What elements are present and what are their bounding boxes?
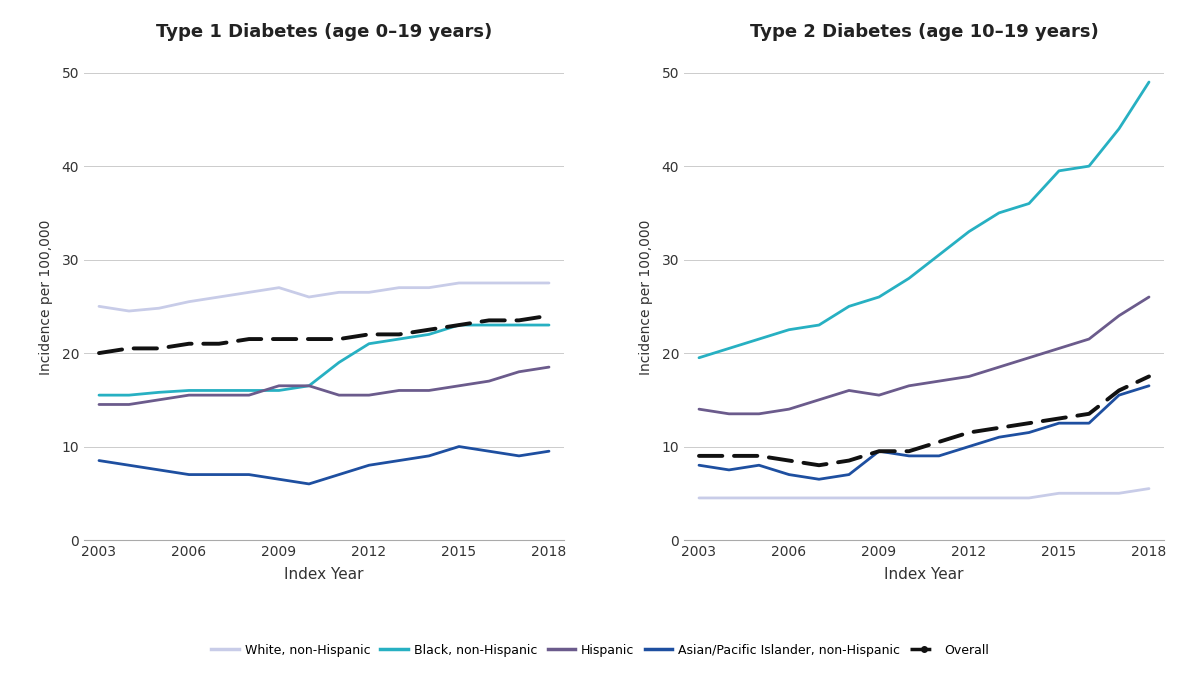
Title: Type 1 Diabetes (age 0–19 years): Type 1 Diabetes (age 0–19 years) [156, 24, 492, 41]
X-axis label: Index Year: Index Year [284, 567, 364, 583]
Title: Type 2 Diabetes (age 10–19 years): Type 2 Diabetes (age 10–19 years) [750, 24, 1098, 41]
Legend: White, non-Hispanic, Black, non-Hispanic, Hispanic, Asian/Pacific Islander, non-: White, non-Hispanic, Black, non-Hispanic… [206, 639, 994, 662]
X-axis label: Index Year: Index Year [884, 567, 964, 583]
Y-axis label: Incidence per 100,000: Incidence per 100,000 [40, 219, 53, 375]
Y-axis label: Incidence per 100,000: Incidence per 100,000 [640, 219, 653, 375]
